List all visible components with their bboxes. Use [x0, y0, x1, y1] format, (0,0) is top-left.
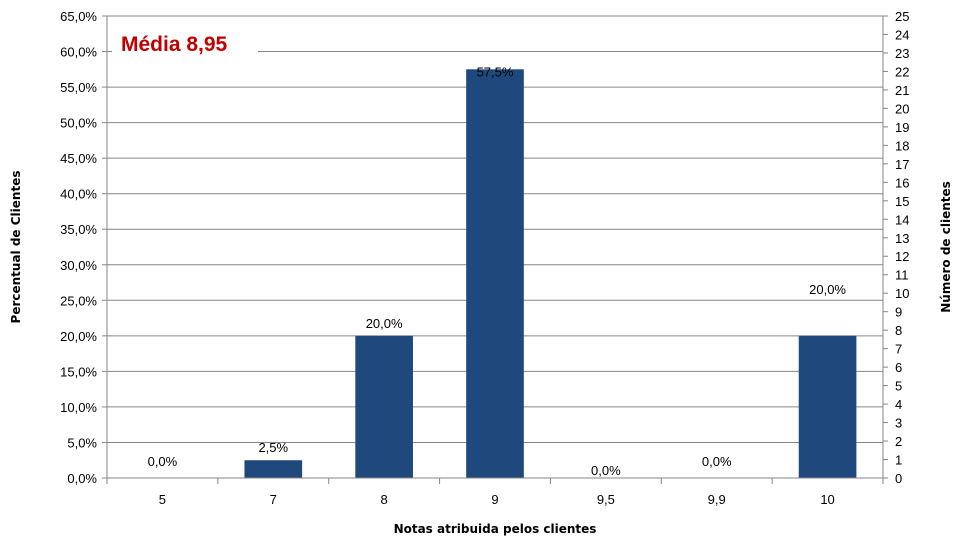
- x-tick-label: 7: [270, 492, 277, 507]
- data-label: 20,0%: [366, 316, 403, 331]
- x-tick-label: 5: [159, 492, 166, 507]
- bar: [355, 335, 413, 478]
- x-tick-label: 9,5: [597, 492, 615, 507]
- y-tick-label: 50,0%: [60, 116, 97, 131]
- x-tick-label: 8: [381, 492, 388, 507]
- y-tick-label: 40,0%: [60, 187, 97, 202]
- y2-tick-label: 6: [895, 360, 902, 375]
- y-tick-label: 25,0%: [60, 293, 97, 308]
- y2-tick-label: 23: [895, 46, 909, 61]
- y2-tick-label: 13: [895, 231, 909, 246]
- x-tick-label: 9,9: [708, 492, 726, 507]
- y2-tick-label: 4: [895, 397, 902, 412]
- data-label: 0,0%: [148, 454, 178, 469]
- x-tick-label: 9: [491, 492, 498, 507]
- y2-tick-label: 10: [895, 286, 909, 301]
- data-label: 57,5%: [477, 64, 514, 79]
- y2-tick-label: 16: [895, 175, 909, 190]
- y2-tick-label: 14: [895, 212, 909, 227]
- y2-tick-label: 7: [895, 342, 902, 357]
- y2-tick-label: 3: [895, 416, 902, 431]
- y-tick-label: 0,0%: [67, 471, 97, 486]
- x-axis-title: Notas atribuida pelos clientes: [394, 522, 597, 536]
- y2-tick-label: 9: [895, 305, 902, 320]
- y2-tick-label: 8: [895, 323, 902, 338]
- x-tick-label: 10: [820, 492, 834, 507]
- bar: [798, 335, 857, 478]
- y2-tick-label: 22: [895, 64, 909, 79]
- data-label: 0,0%: [591, 463, 621, 478]
- y-tick-label: 20,0%: [60, 329, 97, 344]
- y2-tick-label: 24: [895, 27, 909, 42]
- annotation-media: Média 8,95: [121, 33, 228, 56]
- y-tick-label: 30,0%: [60, 258, 97, 273]
- annotation-background: [112, 24, 258, 62]
- y-tick-label: 60,0%: [60, 45, 97, 60]
- y2-tick-label: 12: [895, 249, 909, 264]
- bars: [244, 69, 857, 479]
- data-labels: 0,0% 2,5% 20,0% 57,5% 0,0% 0,0% 20,0%: [148, 64, 847, 478]
- axes: 0,0%5,0%10,0%15,0%20,0%25,0%30,0%35,0%40…: [60, 9, 909, 507]
- y-tick-label: 5,0%: [67, 435, 97, 450]
- y2-tick-label: 21: [895, 83, 909, 98]
- y2-tick-label: 25: [895, 9, 909, 24]
- y-tick-label: 10,0%: [60, 400, 97, 415]
- y2-tick-label: 18: [895, 138, 909, 153]
- y2-tick-label: 17: [895, 157, 909, 172]
- y2-tick-label: 19: [895, 120, 909, 135]
- data-label: 2,5%: [258, 440, 288, 455]
- y2-axis-title: Número de clientes: [939, 181, 953, 313]
- y-tick-label: 15,0%: [60, 364, 97, 379]
- y2-tick-label: 1: [895, 453, 902, 468]
- y-tick-label: 35,0%: [60, 222, 97, 237]
- y2-tick-label: 0: [895, 471, 902, 486]
- y2-tick-label: 15: [895, 194, 909, 209]
- y-tick-label: 45,0%: [60, 151, 97, 166]
- data-label: 0,0%: [702, 454, 732, 469]
- bar: [466, 69, 524, 479]
- y-tick-label: 55,0%: [60, 80, 97, 95]
- bar: [244, 460, 303, 478]
- y-axis-title: Percentual de Clientes: [9, 171, 23, 324]
- y2-tick-label: 11: [895, 268, 909, 283]
- y2-tick-label: 20: [895, 101, 909, 116]
- y2-tick-label: 5: [895, 379, 902, 394]
- y-tick-label: 65,0%: [60, 9, 97, 24]
- y2-tick-label: 2: [895, 434, 902, 449]
- data-label: 20,0%: [809, 282, 846, 297]
